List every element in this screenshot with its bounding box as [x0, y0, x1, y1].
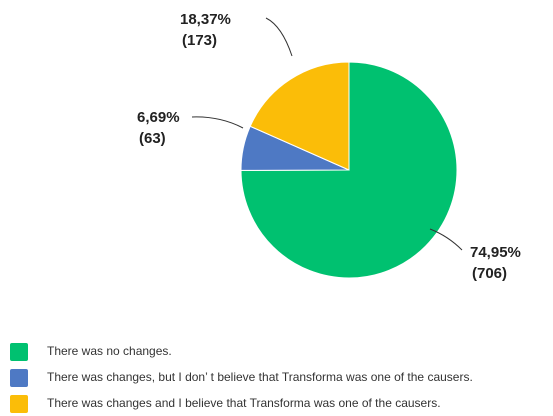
leader-line [265, 17, 293, 57]
value-label: 18,37% [180, 11, 231, 28]
leader-line [191, 116, 244, 129]
value-label: 74,95% [470, 244, 521, 261]
legend-swatch [10, 395, 28, 413]
legend-swatch [10, 369, 28, 387]
legend-label: There was changes and I believe that Tra… [47, 396, 441, 410]
legend-label: There was no changes. [47, 344, 172, 358]
leader-line [429, 228, 463, 251]
value-label: 6,69% [137, 109, 180, 126]
count-label: (173) [182, 32, 217, 49]
count-label: (63) [139, 130, 166, 147]
pie-slice [249, 61, 350, 171]
count-label: (706) [472, 265, 507, 282]
pie-slice [240, 61, 458, 279]
legend-swatch [10, 343, 28, 361]
legend-label: There was changes, but I don’ t believe … [47, 370, 473, 384]
